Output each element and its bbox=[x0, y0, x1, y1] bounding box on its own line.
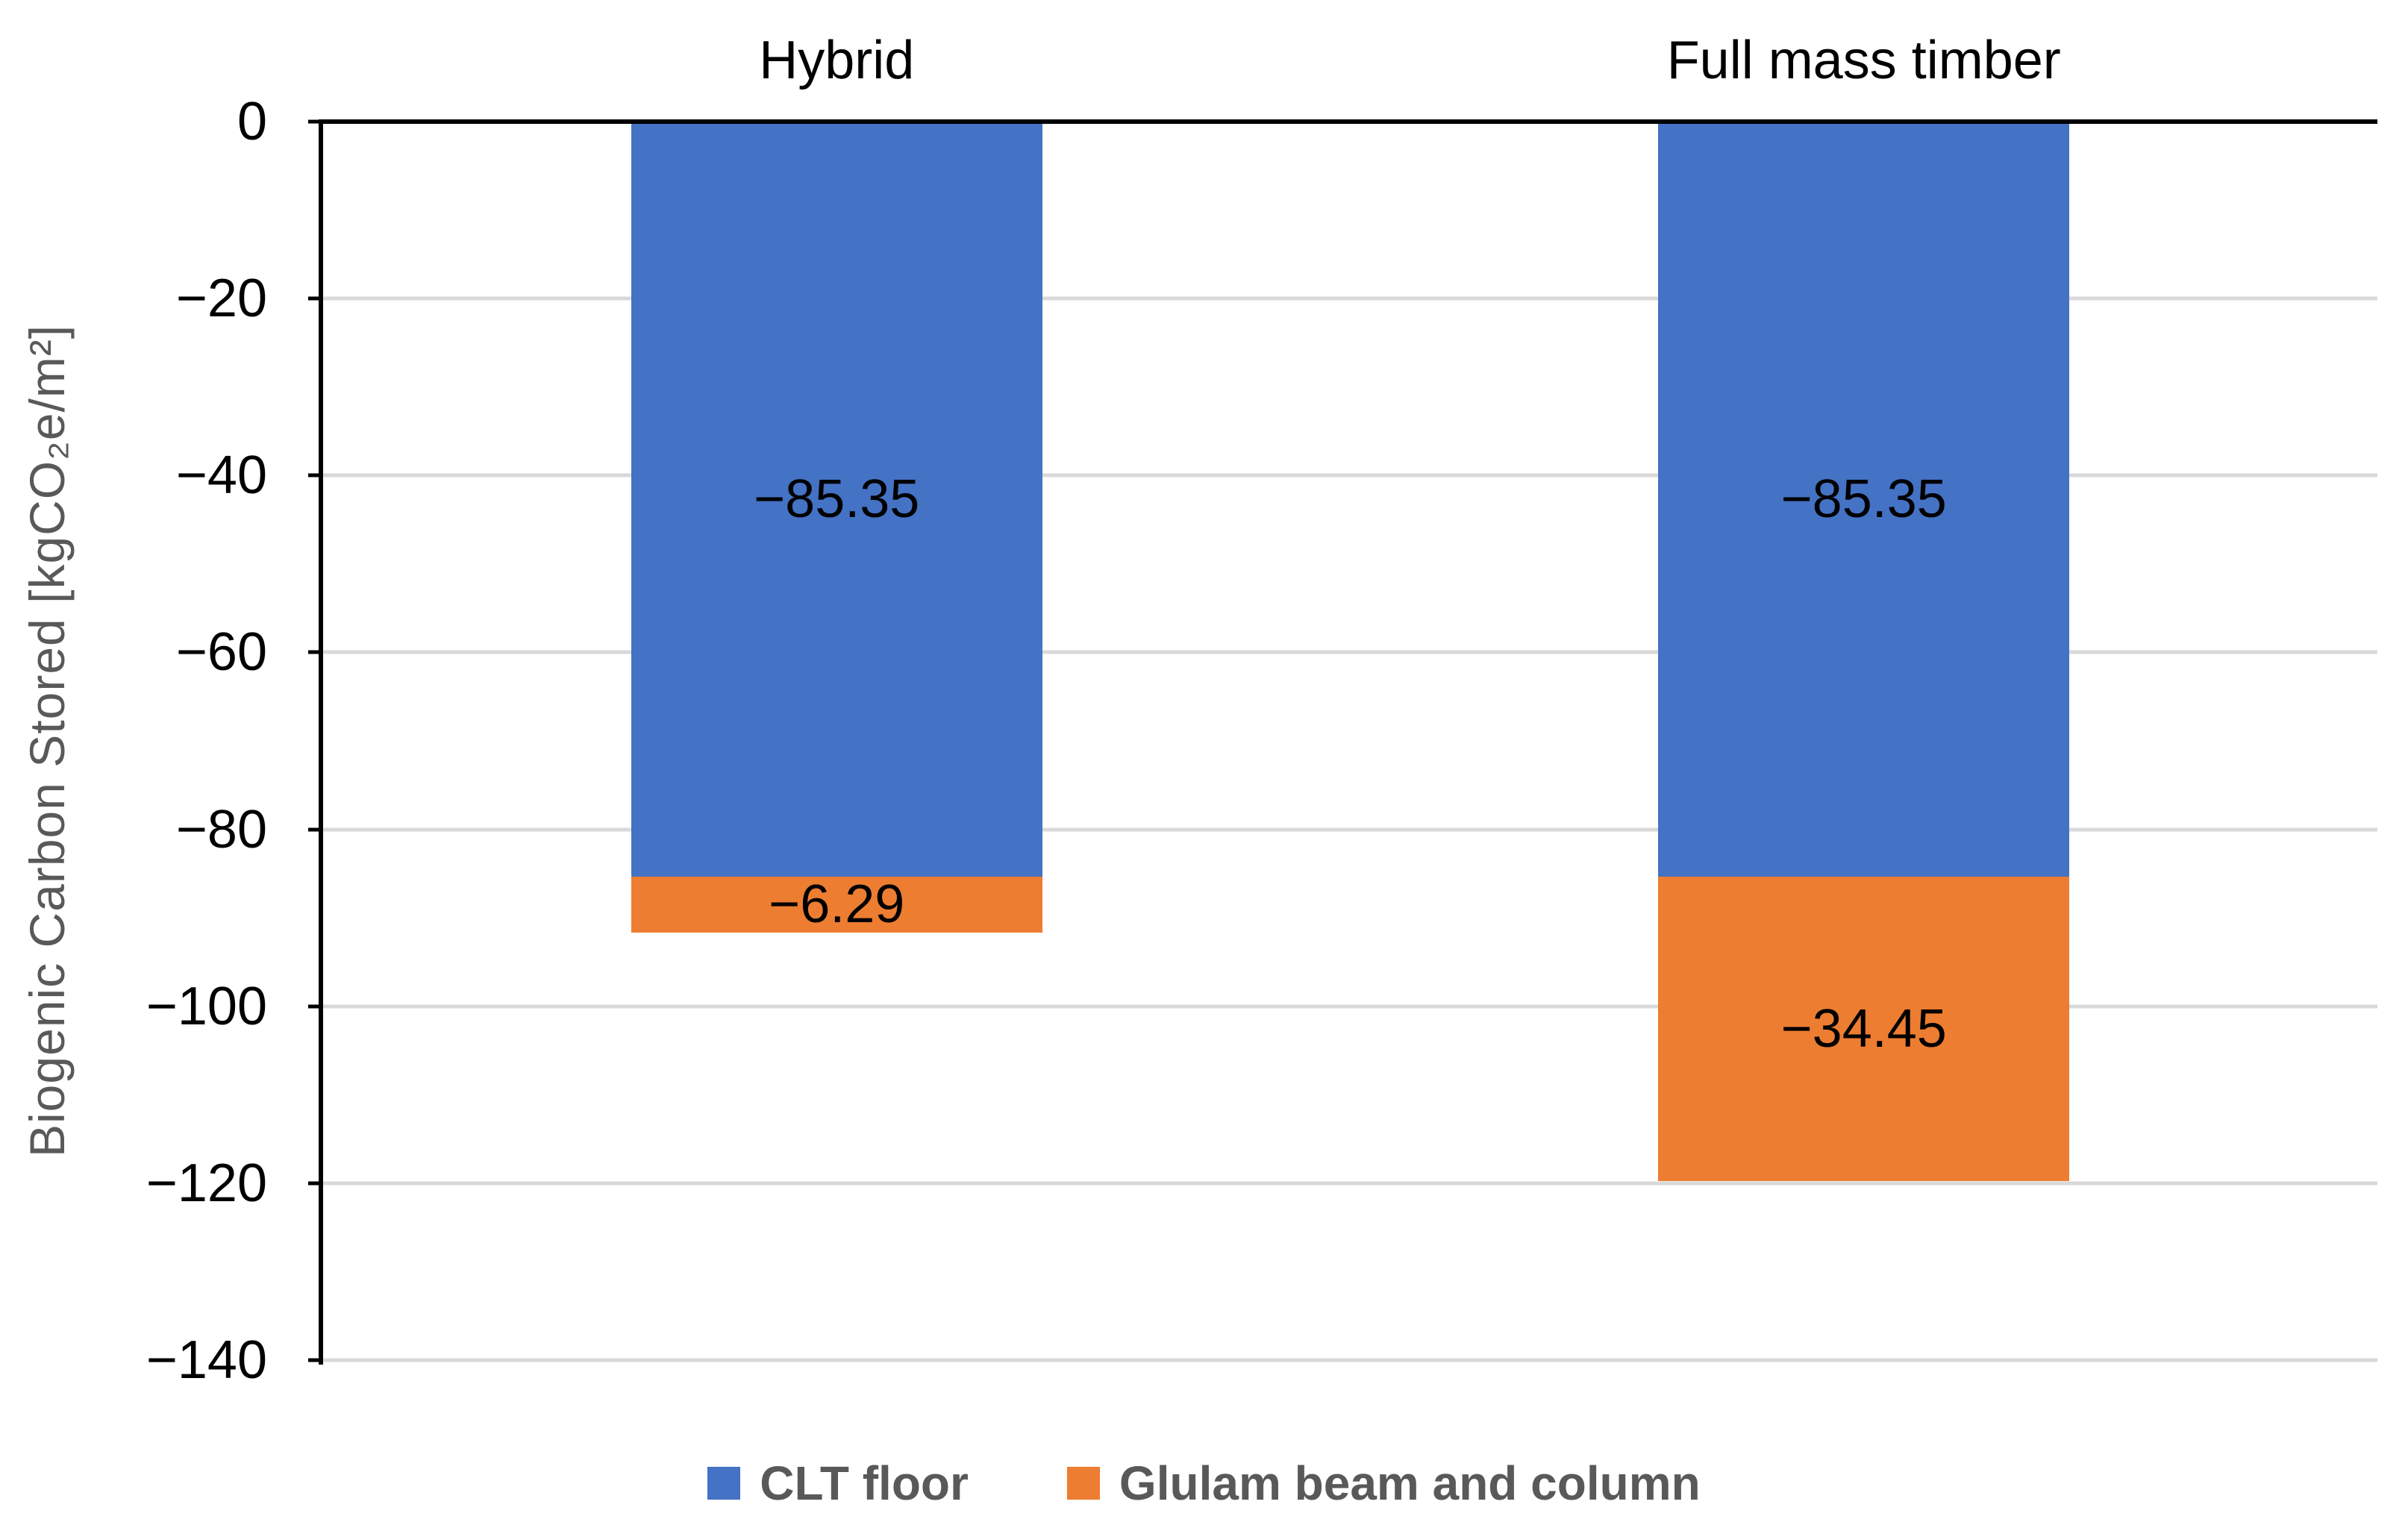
y-tick-label: −20 bbox=[175, 269, 267, 329]
tick-mark bbox=[308, 1004, 323, 1009]
plot-area: 0 −20 −40 −60 −80 −100 −120 −140 Hybrid −85.35 −6.… bbox=[146, 31, 2377, 1387]
tick-mark bbox=[308, 119, 323, 124]
gridline bbox=[323, 1358, 2377, 1362]
clt-floor-segment: −85.35 bbox=[1658, 122, 2070, 877]
data-label: −34.45 bbox=[1780, 999, 1947, 1059]
tick-mark bbox=[308, 1181, 323, 1186]
tick-mark bbox=[308, 473, 323, 478]
category-title-full-mass-timber: Full mass timber bbox=[1666, 31, 2061, 90]
glulam-swatch-icon bbox=[1066, 1467, 1100, 1500]
clt-floor-segment: −85.35 bbox=[631, 122, 1042, 877]
y-tick-label: −120 bbox=[146, 1153, 267, 1213]
bar-hybrid: Hybrid −85.35 −6.29 bbox=[631, 31, 1042, 1360]
legend-item-glulam: Glulam beam and column bbox=[1066, 1456, 1701, 1510]
gridline bbox=[323, 473, 2377, 478]
gridline bbox=[323, 296, 2377, 301]
glulam-beam-and-column-segment: −6.29 bbox=[631, 877, 1042, 933]
legend-item-clt-floor: CLT floor bbox=[707, 1459, 969, 1507]
data-label: −85.35 bbox=[754, 469, 920, 529]
tick-mark bbox=[308, 296, 323, 301]
y-tick-label: 0 bbox=[237, 92, 267, 151]
y-tick-label: −40 bbox=[175, 445, 267, 506]
gridline bbox=[323, 650, 2377, 654]
clt-floor-swatch-icon bbox=[707, 1467, 741, 1500]
gridline bbox=[323, 827, 2377, 832]
legend-label-glulam: Glulam beam and column bbox=[1119, 1456, 1701, 1510]
tick-mark bbox=[308, 1358, 323, 1362]
gridline bbox=[323, 1004, 2377, 1009]
data-label: −6.29 bbox=[769, 874, 905, 935]
glulam-beam-and-column-segment: −34.45 bbox=[1658, 877, 2070, 1182]
x-axis-line bbox=[319, 119, 2377, 124]
legend-label-clt-floor: CLT floor bbox=[760, 1456, 969, 1510]
y-tick-label: −140 bbox=[146, 1330, 267, 1390]
legend: CLT floor Glulam beam and column bbox=[0, 1449, 2408, 1518]
y-tick-label: −100 bbox=[146, 976, 267, 1036]
tick-mark bbox=[308, 827, 323, 832]
tick-mark bbox=[308, 650, 323, 654]
bar-full-mass-timber: Full mass timber −85.35 −34.45 bbox=[1658, 31, 2070, 1360]
y-tick-label: −60 bbox=[175, 622, 267, 683]
y-tick-label: −80 bbox=[175, 799, 267, 860]
y-axis-line bbox=[319, 119, 323, 1365]
data-label: −85.35 bbox=[1780, 469, 1947, 529]
gridline bbox=[323, 1181, 2377, 1186]
category-title-hybrid: Hybrid bbox=[759, 31, 915, 90]
